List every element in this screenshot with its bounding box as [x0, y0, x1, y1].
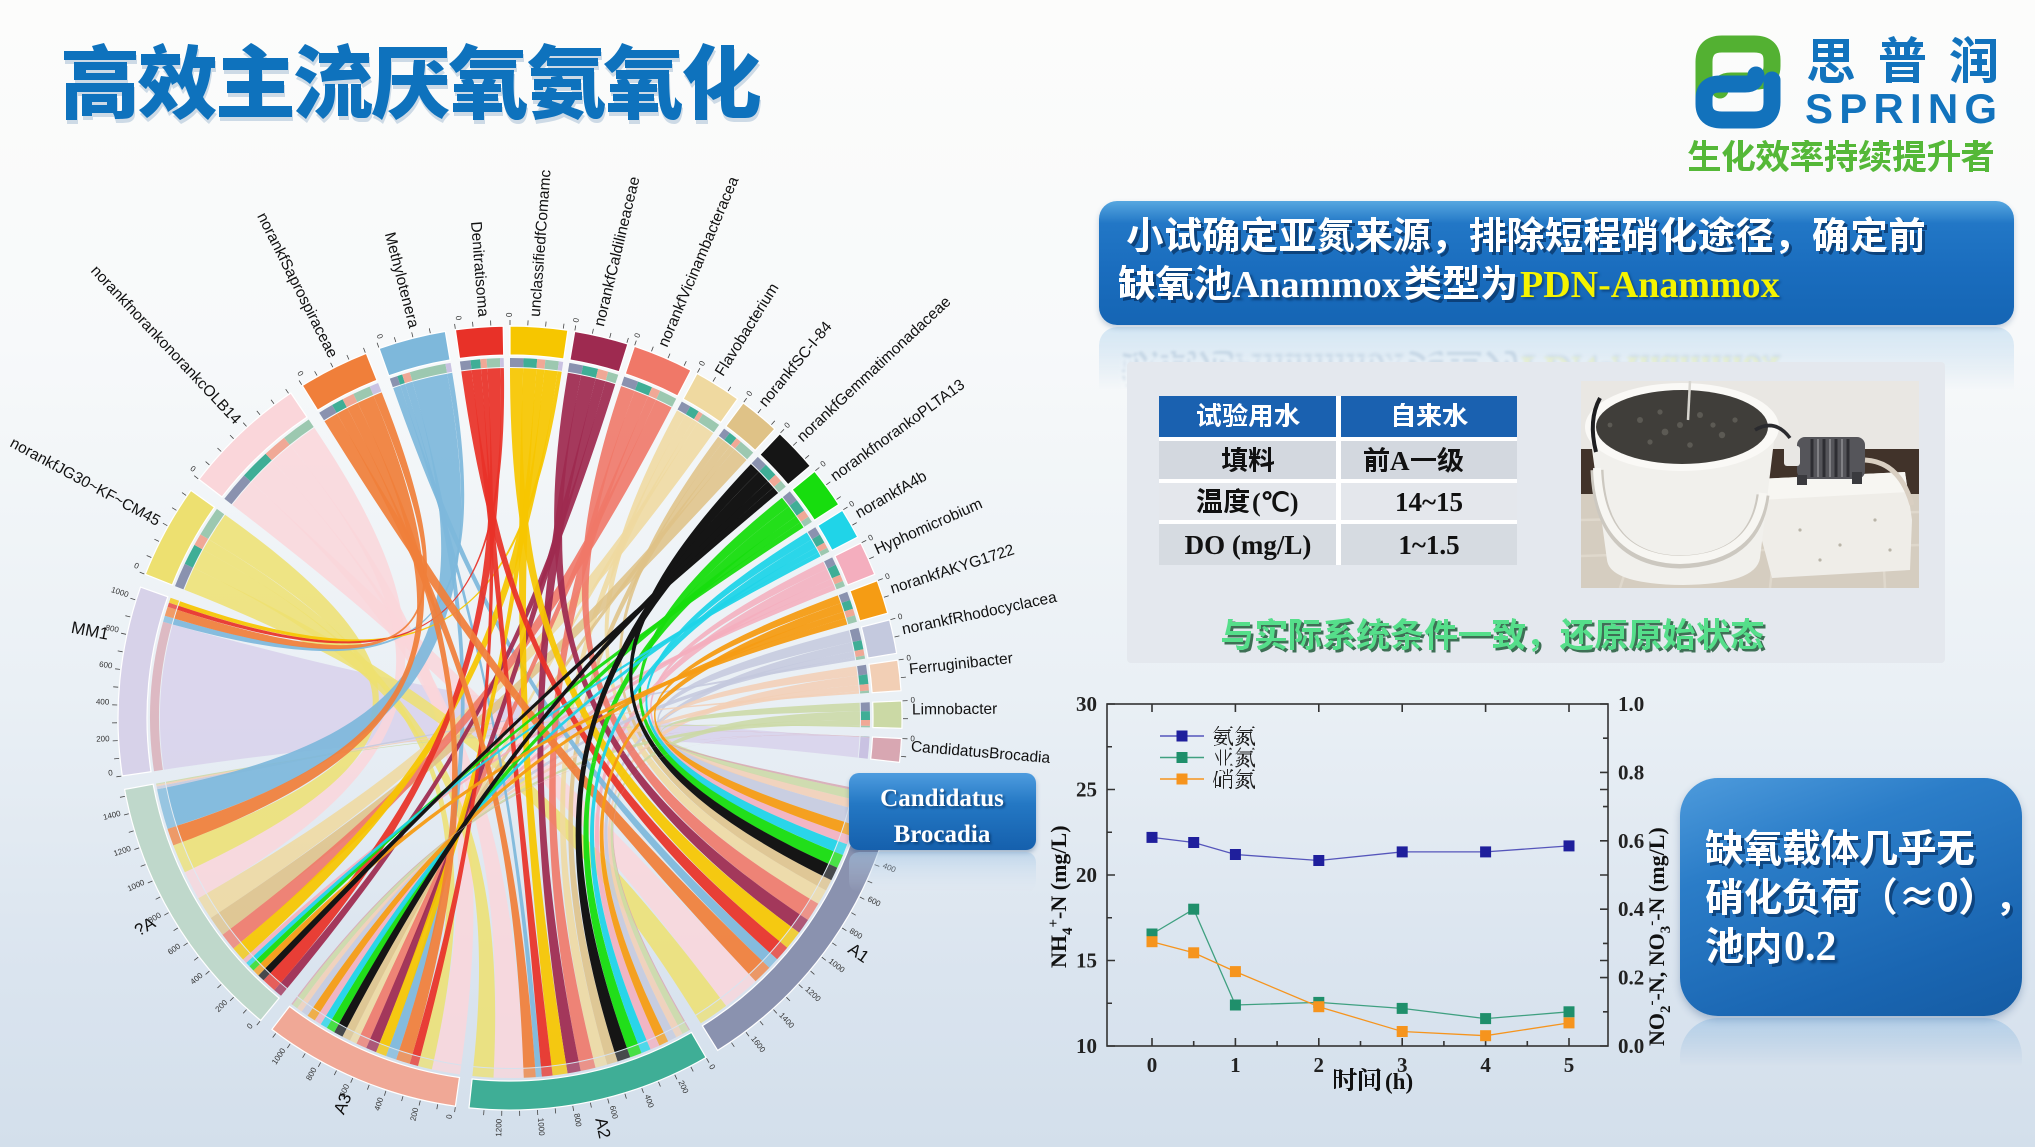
svg-text:PDN-Anammox: PDN-Anammox	[1520, 264, 1780, 306]
svg-text:0: 0	[906, 653, 912, 663]
svg-text:200: 200	[409, 1106, 421, 1122]
svg-text:0: 0	[1147, 1053, 1158, 1077]
svg-text:14~15: 14~15	[1395, 487, 1463, 517]
svg-text:0: 0	[867, 533, 875, 543]
svg-text:400: 400	[643, 1093, 656, 1109]
svg-text:10: 10	[1076, 1034, 1097, 1058]
svg-text:0: 0	[745, 389, 755, 398]
svg-text:20: 20	[1076, 863, 1097, 887]
svg-text:A2: A2	[591, 1116, 614, 1140]
svg-text:1: 1	[1230, 1053, 1241, 1077]
svg-text:0: 0	[108, 768, 114, 778]
svg-text:Brocadia: Brocadia	[894, 821, 991, 848]
svg-text:0: 0	[819, 459, 829, 469]
svg-text:600: 600	[99, 660, 114, 671]
svg-text:0: 0	[782, 420, 792, 430]
svg-text:0.0: 0.0	[1618, 1034, 1644, 1058]
svg-text:1000: 1000	[536, 1118, 546, 1137]
svg-text:1~1.5: 1~1.5	[1398, 530, 1459, 560]
svg-text:0: 0	[897, 612, 904, 622]
svg-text:0: 0	[910, 734, 915, 743]
svg-text:800: 800	[105, 623, 120, 635]
svg-text:400: 400	[373, 1096, 386, 1112]
svg-text:0: 0	[884, 571, 892, 581]
svg-text:0.4: 0.4	[1618, 897, 1645, 921]
svg-text:NO2--N, NO3--N (mg/L): NO2--N, NO3--N (mg/L)	[1644, 827, 1674, 1046]
svg-text:SPRING: SPRING	[1805, 85, 2003, 132]
svg-text:400: 400	[96, 697, 110, 706]
svg-text:25: 25	[1076, 778, 1097, 802]
svg-text:1400: 1400	[102, 809, 122, 822]
svg-text:15: 15	[1076, 949, 1097, 973]
svg-text:0.8: 0.8	[1618, 760, 1644, 784]
svg-text:0: 0	[910, 695, 915, 704]
svg-text:Limnobacter: Limnobacter	[912, 701, 997, 719]
svg-text:0: 0	[505, 312, 514, 317]
svg-text:Anammox: Anammox	[1232, 264, 1401, 306]
svg-text:0: 0	[454, 315, 464, 321]
svg-text:0: 0	[697, 359, 707, 368]
svg-text:200: 200	[96, 734, 110, 744]
svg-text:3: 3	[1397, 1053, 1408, 1077]
svg-text:0.6: 0.6	[1618, 829, 1644, 853]
svg-text:5: 5	[1564, 1053, 1575, 1077]
svg-text:0: 0	[245, 1021, 255, 1031]
svg-text:0: 0	[375, 333, 385, 341]
svg-text:A: A	[1390, 446, 1410, 476]
svg-text:4: 4	[1480, 1053, 1491, 1077]
svg-text:0: 0	[847, 499, 856, 509]
svg-text:30: 30	[1076, 692, 1097, 716]
svg-text:DO (mg/L): DO (mg/L)	[1185, 530, 1312, 560]
svg-text:Candidatus: Candidatus	[880, 785, 1004, 812]
svg-text:NH4+-N (mg/L): NH4+-N (mg/L)	[1046, 825, 1076, 968]
svg-text:0: 0	[571, 317, 581, 323]
svg-text:600: 600	[608, 1105, 620, 1121]
svg-text:800: 800	[572, 1113, 583, 1128]
svg-text:0.2: 0.2	[1618, 966, 1644, 990]
svg-text:0: 0	[295, 369, 305, 378]
svg-text:0: 0	[445, 1113, 455, 1119]
svg-text:0: 0	[188, 464, 197, 474]
svg-text:0: 0	[633, 331, 643, 339]
svg-text:0: 0	[133, 561, 141, 571]
svg-text:2: 2	[1314, 1053, 1325, 1077]
svg-text:0: 0	[707, 1063, 717, 1072]
svg-text:(h): (h)	[1385, 1069, 1413, 1094]
svg-text:1.0: 1.0	[1618, 692, 1644, 716]
svg-text:1200: 1200	[494, 1118, 503, 1137]
svg-text:0.2: 0.2	[1784, 924, 1837, 970]
svg-text:(℃): (℃)	[1252, 488, 1299, 517]
